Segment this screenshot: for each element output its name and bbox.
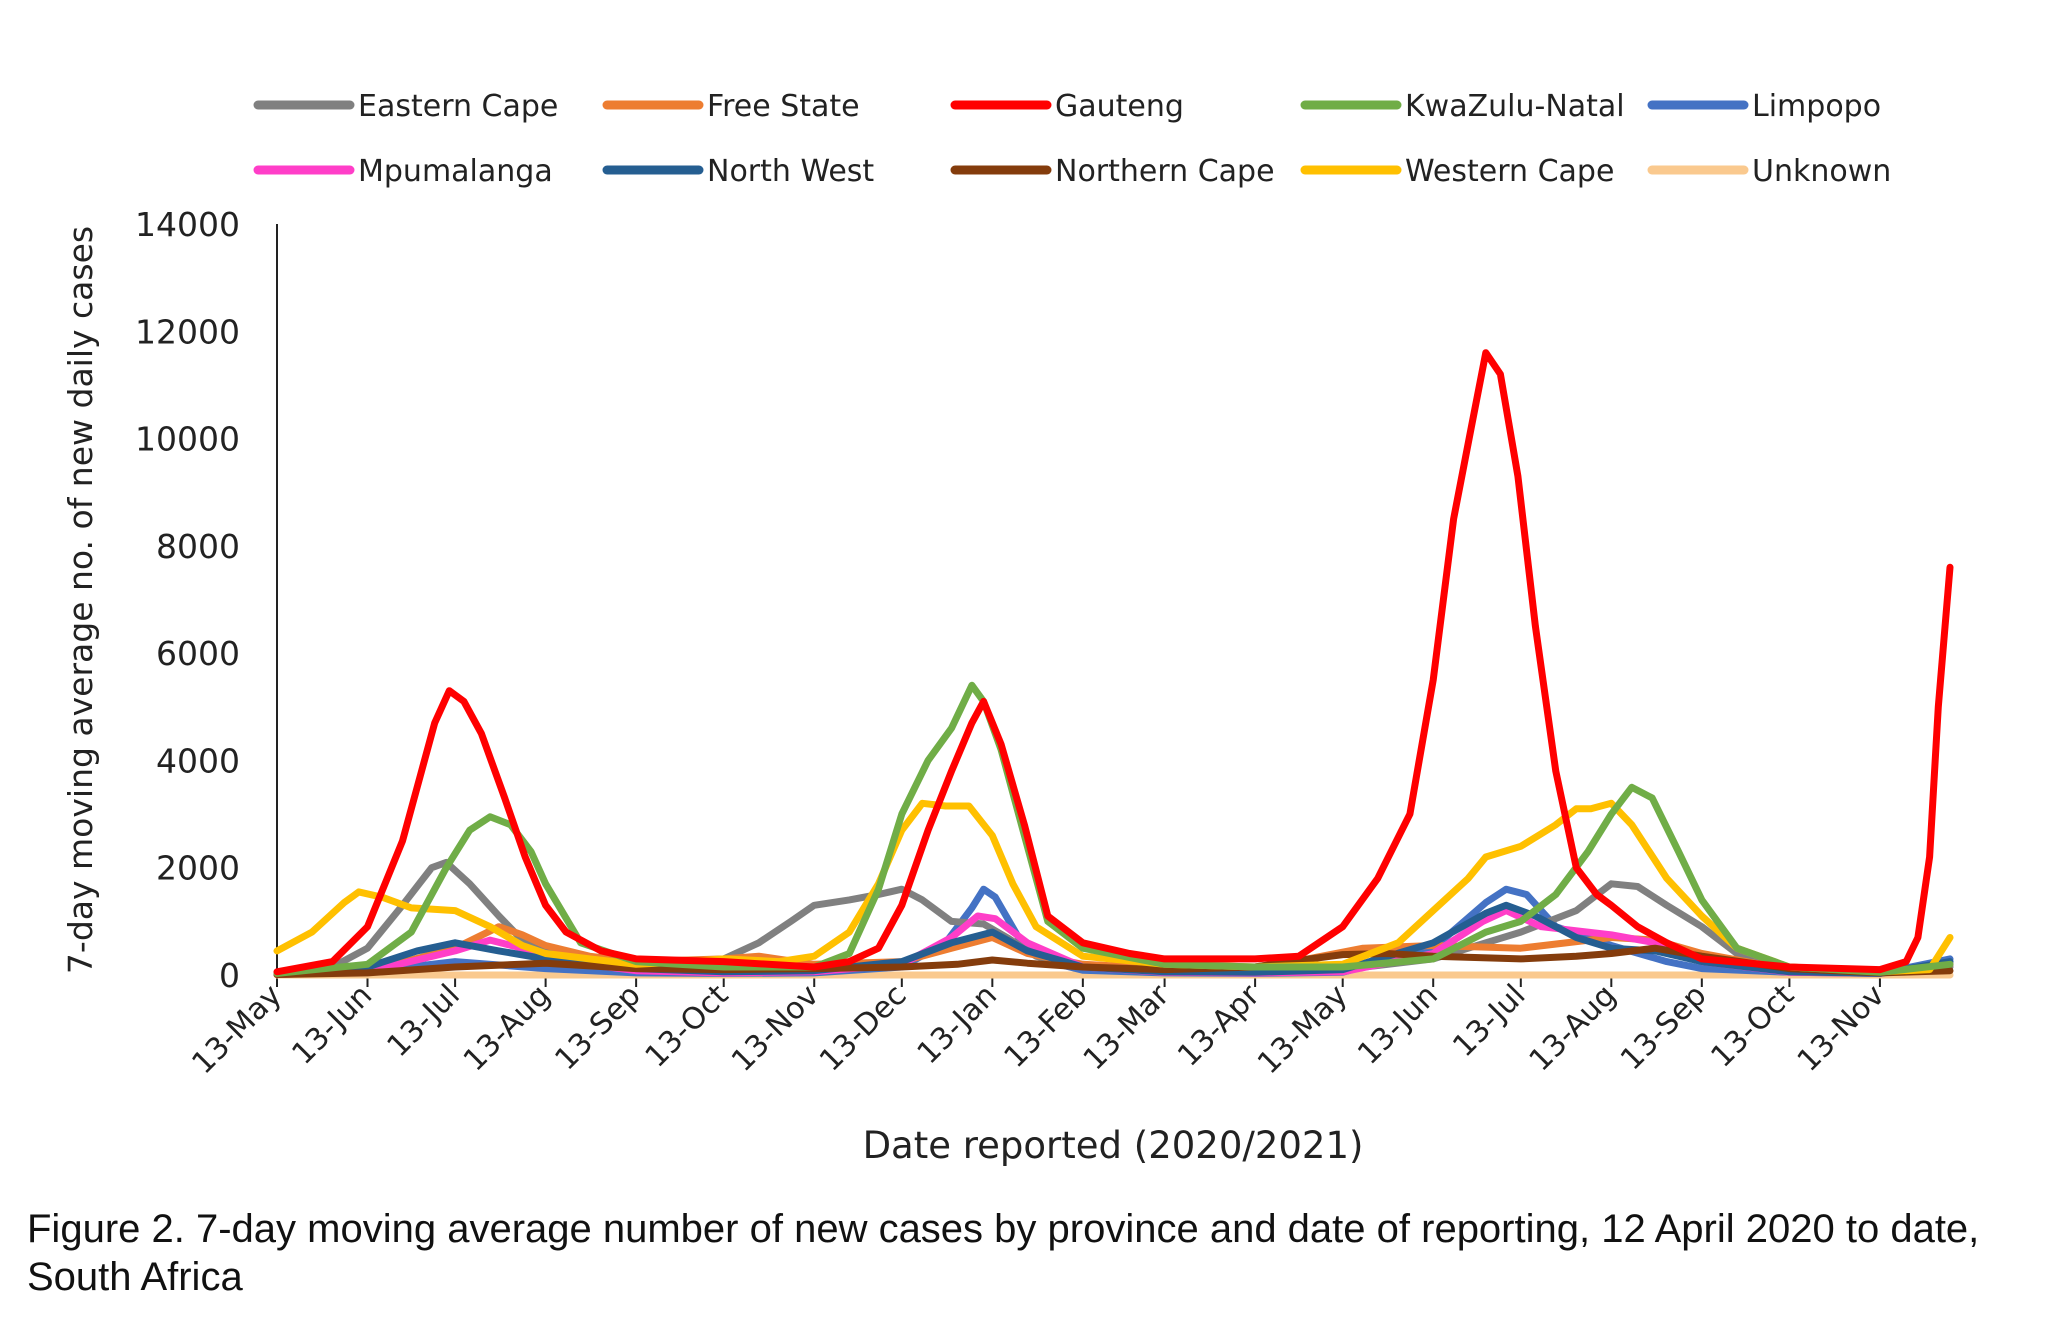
y-tick-label: 2000: [156, 849, 240, 888]
x-tick-label: 13-Sep: [1614, 978, 1713, 1077]
x-tick-label: 13-May: [1251, 978, 1354, 1081]
x-tick-label: 13-Jun: [1351, 978, 1445, 1072]
x-tick-label: 13-Aug: [457, 978, 557, 1078]
x-tick-label: 13-Oct: [1704, 978, 1801, 1075]
y-axis: 0 2000 4000 6000 8000 10000 12000 14000: [135, 205, 278, 995]
y-tick-label: 14000: [135, 205, 240, 244]
x-tick-label: 13-Oct: [639, 978, 736, 1075]
legend-label: Limpopo: [1752, 89, 1881, 124]
series-line: [273, 858, 1954, 976]
x-tick-label: 13-Jul: [1446, 978, 1532, 1064]
legend-label: Free State: [707, 89, 860, 124]
legend: Eastern Cape Free State Gauteng KwaZulu-Nat…: [253, 89, 1891, 189]
chart: Eastern Cape Free State Gauteng KwaZulu-Nat…: [61, 89, 1954, 1167]
legend-item: Limpopo: [1647, 89, 1881, 124]
legend-label: Mpumalanga: [358, 154, 553, 189]
legend-item: Western Cape: [1300, 154, 1614, 189]
legend-item: Mpumalanga: [253, 154, 553, 189]
series-line: [273, 349, 1954, 976]
legend-item: Eastern Cape: [253, 89, 558, 124]
y-tick-label: 8000: [156, 527, 240, 566]
x-tick-label: 13-Jan: [911, 978, 1004, 1071]
legend-item: Northern Cape: [950, 154, 1275, 189]
x-tick-label: 13-Sep: [548, 978, 647, 1077]
legend-label: Gauteng: [1055, 89, 1184, 124]
y-tick-label: 12000: [135, 312, 240, 351]
legend-item: Unknown: [1647, 154, 1891, 189]
y-tick-label: 6000: [156, 634, 240, 673]
legend-item: Free State: [602, 89, 860, 124]
legend-label: North West: [707, 154, 874, 189]
legend-label: KwaZulu-Natal: [1405, 89, 1625, 124]
y-axis-title: 7-day moving average no. of new daily ca…: [61, 226, 100, 974]
series-line: [273, 799, 1954, 976]
x-tick-label: 13-Jul: [381, 978, 467, 1064]
legend-label: Western Cape: [1405, 154, 1614, 189]
series-line: [273, 681, 1954, 977]
y-tick-label: 0: [219, 956, 240, 995]
legend-label: Northern Cape: [1055, 154, 1275, 189]
legend-label: Unknown: [1752, 154, 1891, 189]
x-tick-label: 13-Dec: [813, 978, 913, 1078]
x-tick-label: 13-Feb: [998, 978, 1095, 1075]
legend-item: Gauteng: [950, 89, 1184, 124]
figure-caption: Figure 2. 7-day moving average number of…: [27, 1207, 1980, 1299]
x-tick-label: 13-Jun: [285, 978, 379, 1072]
x-tick-label: 13-Mar: [1077, 977, 1177, 1077]
x-tick-label: 13-Aug: [1523, 978, 1623, 1078]
legend-item: KwaZulu-Natal: [1300, 89, 1625, 124]
y-tick-label: 4000: [156, 741, 240, 780]
legend-label: Eastern Cape: [358, 89, 558, 124]
legend-item: North West: [602, 154, 874, 189]
x-tick-label: 13-Nov: [1791, 978, 1892, 1079]
y-tick-label: 10000: [135, 420, 240, 459]
x-axis-title: Date reported (2020/2021): [863, 1124, 1364, 1167]
plot-lines: [273, 349, 1954, 979]
x-tick-label: 13-Nov: [725, 978, 826, 1079]
